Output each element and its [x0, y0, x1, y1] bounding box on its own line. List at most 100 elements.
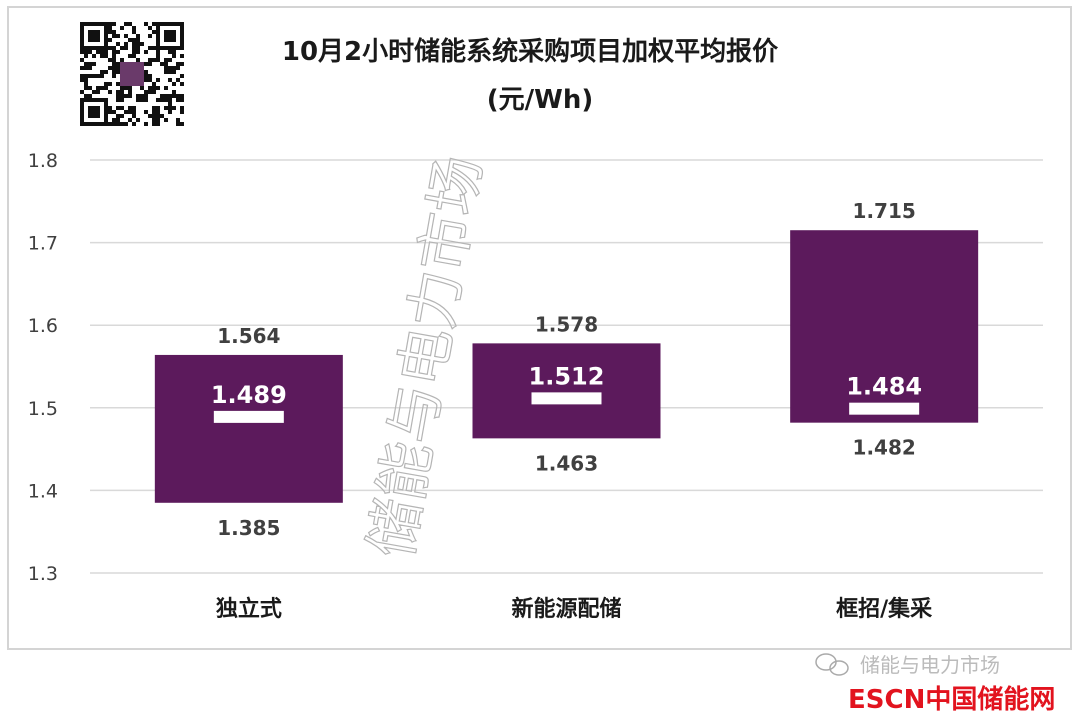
category-label: 独立式 [216, 596, 282, 622]
qr-module [92, 30, 96, 34]
qr-module [160, 22, 164, 26]
qr-module [104, 46, 108, 50]
qr-module [140, 94, 144, 98]
qr-module [160, 98, 164, 102]
qr-module [172, 94, 176, 98]
qr-module [116, 62, 120, 66]
max-label: 1.715 [853, 199, 916, 223]
qr-module [172, 34, 176, 38]
category-label: 新能源配储 [511, 596, 621, 622]
qr-module [92, 98, 96, 102]
qr-module [112, 22, 116, 26]
qr-module [88, 106, 92, 110]
qr-module [124, 22, 128, 26]
qr-module [148, 26, 152, 30]
qr-module [80, 50, 84, 54]
qr-module [148, 78, 152, 82]
qr-module [160, 114, 164, 118]
qr-module [160, 46, 164, 50]
qr-module [88, 98, 92, 102]
qr-module [172, 22, 176, 26]
average-marker [849, 402, 920, 415]
qr-module [132, 106, 136, 110]
qr-module [88, 30, 92, 34]
qr-module [120, 86, 124, 90]
qr-module [108, 90, 112, 94]
qr-module [100, 74, 104, 78]
qr-module [128, 90, 132, 94]
qr-module [156, 22, 160, 26]
qr-module [112, 30, 116, 34]
qr-module [112, 62, 116, 66]
qr-module [104, 102, 108, 106]
qr-module [80, 90, 84, 94]
qr-module [148, 74, 152, 78]
chart-subtitle: (元/Wh) [487, 85, 593, 115]
qr-module [112, 46, 116, 50]
qr-module [132, 122, 136, 126]
qr-module [84, 94, 88, 98]
qr-module [92, 110, 96, 114]
max-label: 1.564 [217, 324, 280, 348]
qr-module [104, 54, 108, 58]
range-bar [472, 343, 661, 439]
qr-module [152, 114, 156, 118]
qr-module [132, 42, 136, 46]
qr-module [132, 110, 136, 114]
qr-module [172, 90, 176, 94]
qr-module [104, 82, 108, 86]
qr-module [104, 42, 108, 46]
qr-module [180, 34, 184, 38]
qr-module [156, 30, 160, 34]
qr-module [156, 118, 160, 122]
qr-module [136, 58, 140, 62]
qr-module [108, 66, 112, 70]
qr-module [108, 22, 112, 26]
qr-module [144, 74, 148, 78]
qr-module [172, 106, 176, 110]
qr-module [176, 78, 180, 82]
qr-module [152, 46, 156, 50]
category-label: 框招/集采 [836, 596, 932, 622]
qr-module [116, 66, 120, 70]
qr-module [128, 94, 132, 98]
qr-module [128, 110, 132, 114]
qr-module [104, 122, 108, 126]
qr-module [104, 50, 108, 54]
qr-code [80, 22, 184, 126]
qr-module [148, 86, 152, 90]
qr-module [84, 74, 88, 78]
qr-module [116, 34, 120, 38]
qr-module [132, 54, 136, 58]
qr-module [172, 66, 176, 70]
y-tick-label: 1.7 [28, 233, 58, 255]
qr-module [96, 114, 100, 118]
y-tick-label: 1.4 [28, 480, 58, 502]
y-tick-label: 1.5 [28, 398, 58, 420]
qr-module [112, 70, 116, 74]
qr-module [108, 106, 112, 110]
qr-module [80, 42, 84, 46]
chart-title: 10月2小时储能系统采购项目加权平均报价 [282, 36, 779, 67]
qr-module [168, 98, 172, 102]
qr-module [84, 78, 88, 82]
qr-module [104, 22, 108, 26]
qr-module [88, 62, 92, 66]
range-bar [790, 230, 979, 423]
qr-module [96, 22, 100, 26]
qr-module [180, 30, 184, 34]
qr-module [148, 90, 152, 94]
qr-module [80, 46, 84, 50]
qr-module [156, 50, 160, 54]
qr-module [140, 86, 144, 90]
qr-module [112, 54, 116, 58]
qr-module [144, 22, 148, 26]
qr-module [120, 98, 124, 102]
qr-module [120, 114, 124, 118]
min-label: 1.482 [853, 436, 916, 460]
qr-module [124, 86, 128, 90]
qr-module [92, 46, 96, 50]
qr-module [80, 34, 84, 38]
qr-module [144, 110, 148, 114]
range-bar [154, 354, 343, 503]
